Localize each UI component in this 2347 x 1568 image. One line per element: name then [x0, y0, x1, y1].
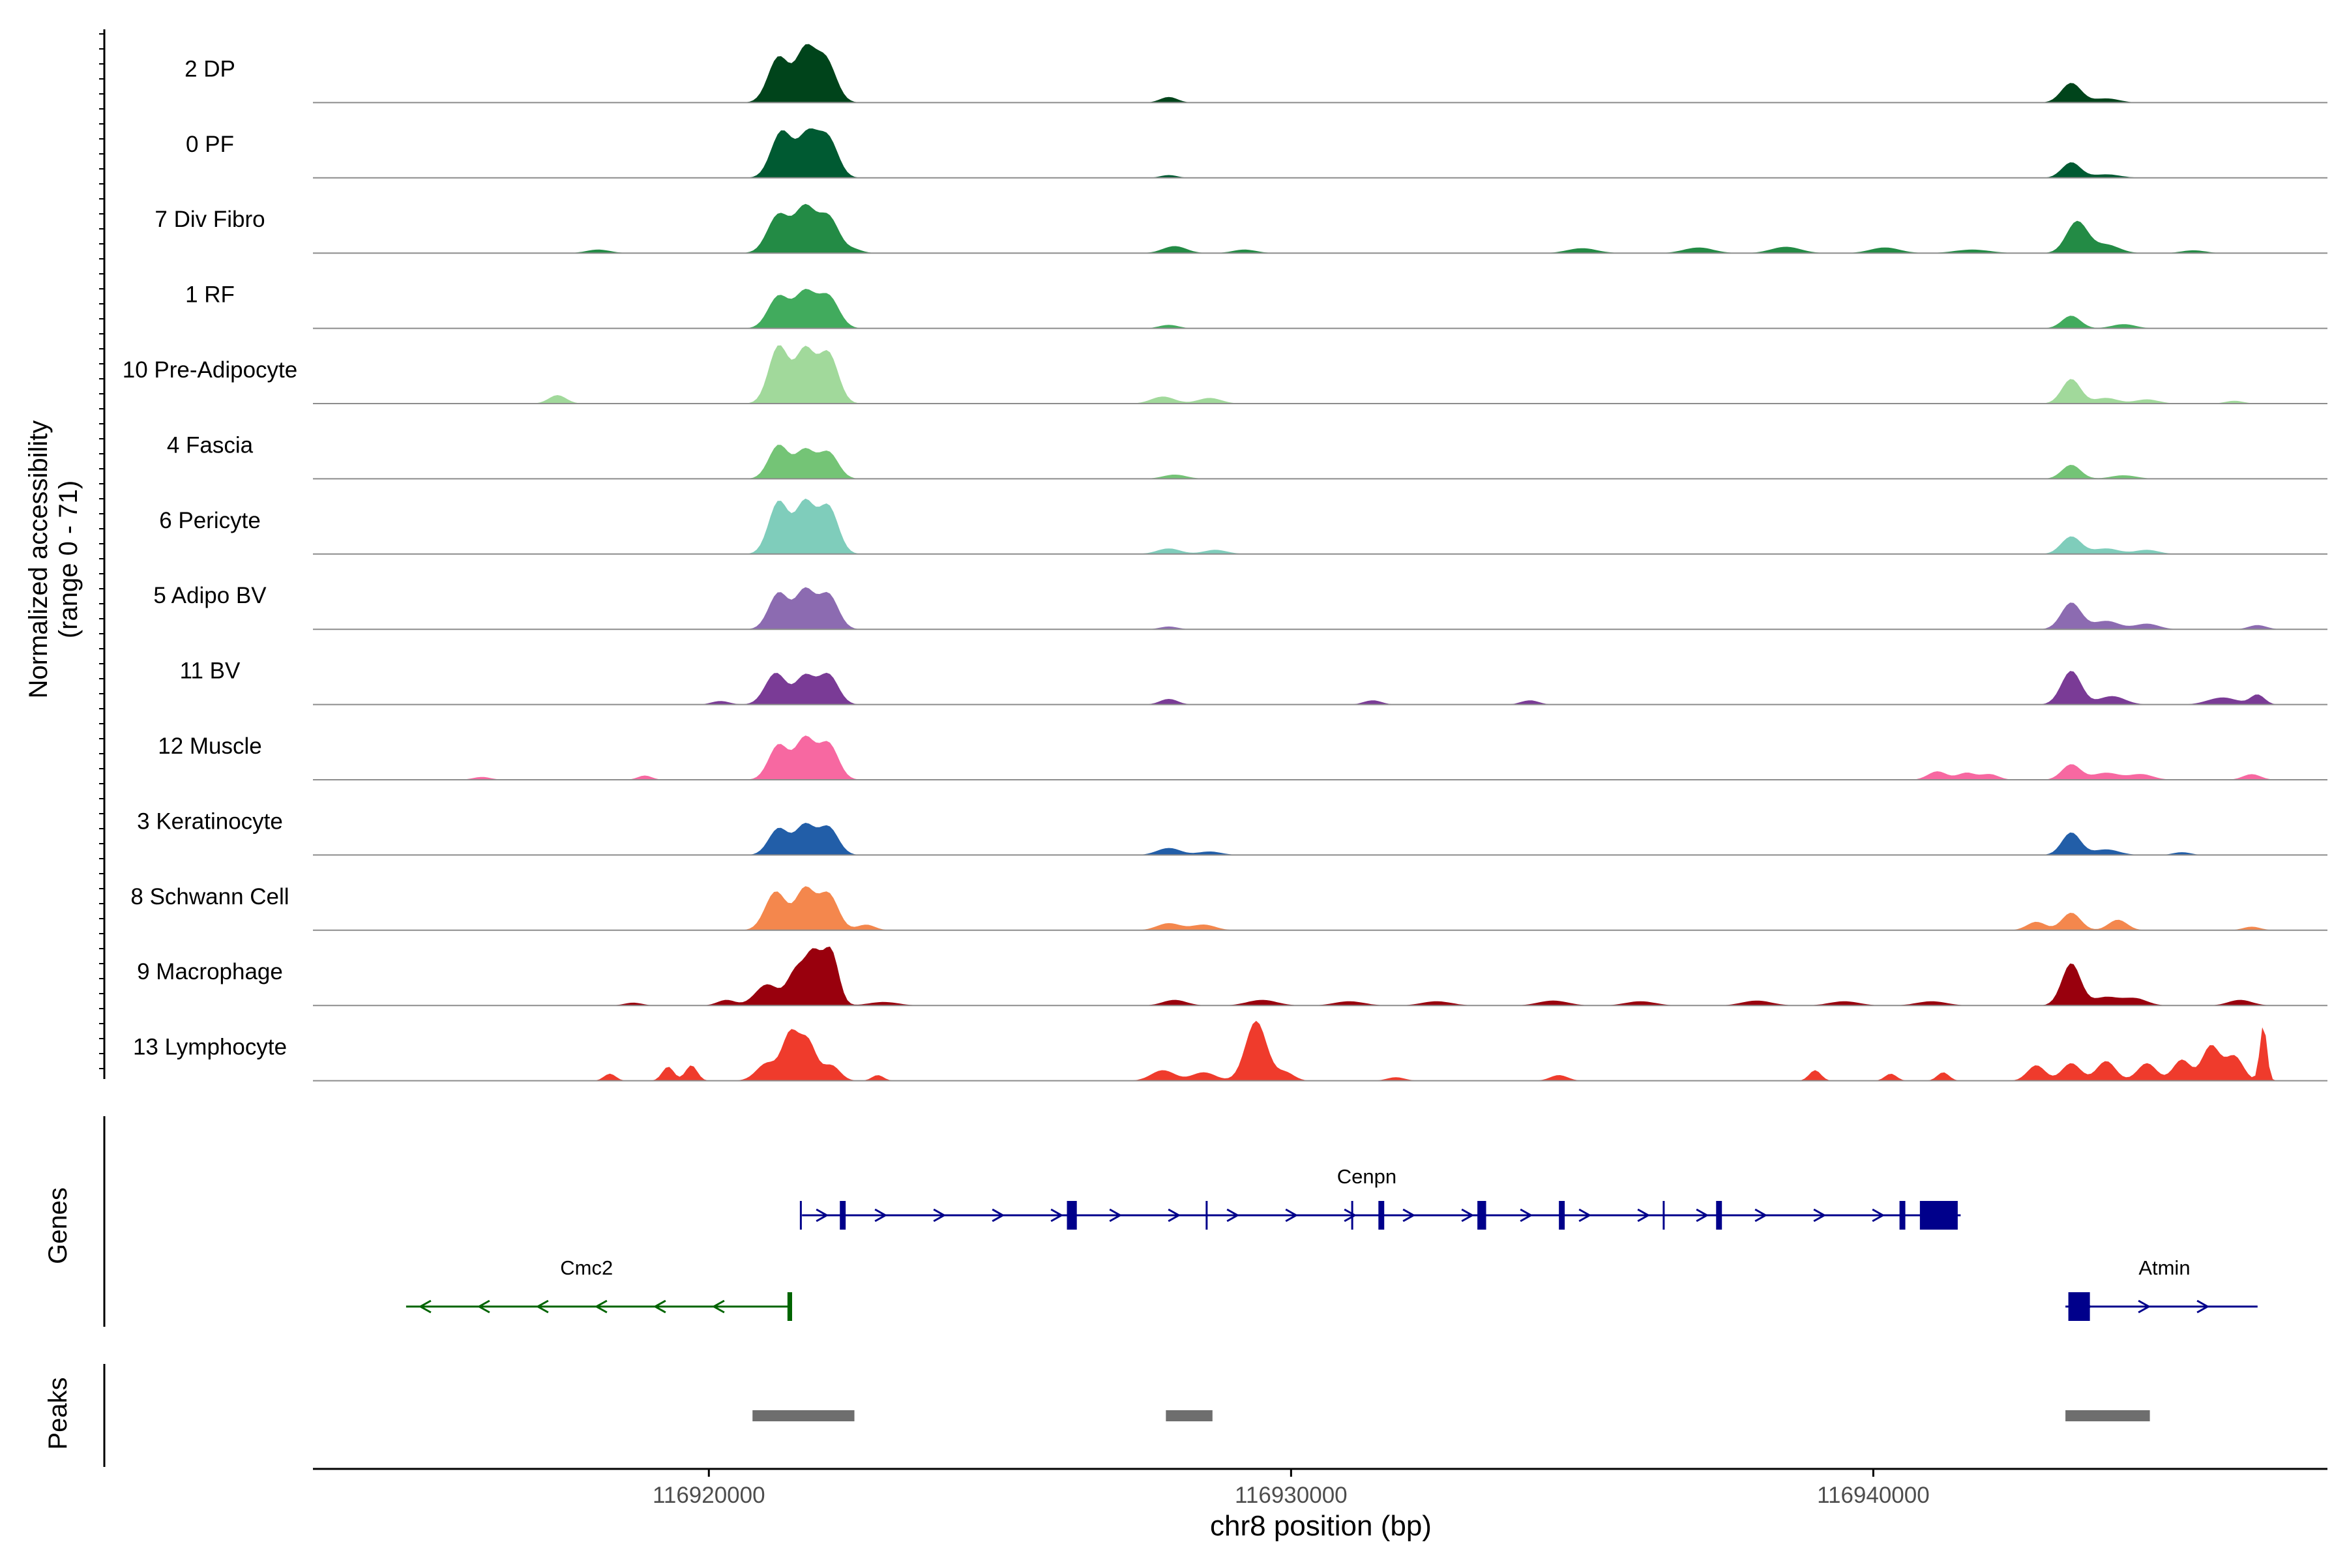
- strand-arrow: [1402, 1208, 1416, 1222]
- strand-arrow: [418, 1299, 432, 1314]
- track-label: 1 RF: [185, 282, 235, 308]
- strand-arrow: [1696, 1208, 1709, 1222]
- strand-arrow: [816, 1208, 829, 1222]
- coverage-area: [313, 886, 2327, 930]
- coverage-area: [313, 445, 2327, 479]
- y-axis-title-line2: (range 0 - 71): [54, 481, 83, 638]
- exon: [1378, 1201, 1385, 1230]
- exon: [787, 1292, 792, 1321]
- strand-arrow: [1050, 1208, 1064, 1222]
- strand-arrow: [933, 1208, 947, 1222]
- strand-arrow: [1461, 1208, 1475, 1222]
- coverage-area: [313, 823, 2327, 855]
- exon: [1559, 1201, 1565, 1230]
- x-tick-label: 116920000: [653, 1483, 765, 1508]
- peaks-panel-title: Peaks: [44, 1377, 72, 1449]
- strand-arrow: [2196, 1299, 2210, 1314]
- track-label: 8 Schwann Cell: [130, 884, 289, 910]
- x-axis: 116920000 116930000 116940000: [313, 1468, 2327, 1508]
- gene-label: Cenpn: [1337, 1165, 1396, 1188]
- exon: [1919, 1201, 1958, 1230]
- coverage-area: [313, 1020, 2327, 1081]
- coverage-area: [313, 946, 2327, 1006]
- exon: [1477, 1201, 1486, 1230]
- strand-arrow: [1813, 1208, 1827, 1222]
- track-label: 7 Div Fibro: [155, 207, 265, 232]
- track-label: 12 Muscle: [158, 733, 262, 759]
- track-label: 3 Keratinocyte: [137, 808, 283, 834]
- exon: [1899, 1201, 1906, 1230]
- peak-region: [2065, 1410, 2150, 1421]
- genes-panel-title: Genes: [44, 1187, 72, 1264]
- coverage-area: [313, 203, 2327, 254]
- coverage-area: [313, 498, 2327, 554]
- exon: [840, 1201, 846, 1230]
- track-label: 2 DP: [185, 56, 235, 81]
- peak-region: [752, 1410, 855, 1421]
- coverage-area: [313, 587, 2327, 630]
- track-label: 6 Pericyte: [159, 508, 261, 533]
- strand-arrow: [477, 1299, 490, 1314]
- coverage-area: [313, 128, 2327, 178]
- strand-arrow: [2138, 1299, 2151, 1314]
- strand-arrow: [1109, 1208, 1123, 1222]
- gene-label: Atmin: [2138, 1256, 2190, 1279]
- track-label: 10 Pre-Adipocyte: [123, 357, 297, 383]
- gene-label: Cmc2: [560, 1256, 613, 1279]
- strand-arrow: [594, 1299, 608, 1314]
- peak-region: [1166, 1410, 1213, 1421]
- strand-arrow: [1872, 1208, 1885, 1222]
- x-axis-title: chr8 position (bp): [1210, 1510, 1432, 1542]
- coverage-area: [313, 671, 2327, 705]
- coverage-area: [313, 345, 2327, 404]
- x-tick-label: 116940000: [1817, 1483, 1930, 1508]
- strand-arrow: [653, 1299, 666, 1314]
- strand-arrow: [1226, 1208, 1240, 1222]
- x-tick-label: 116930000: [1235, 1483, 1348, 1508]
- strand-arrow: [1637, 1208, 1651, 1222]
- strand-arrow: [1578, 1208, 1592, 1222]
- strand-arrow: [1168, 1208, 1181, 1222]
- track-label: 13 Lymphocyte: [133, 1035, 287, 1060]
- strand-arrow: [992, 1208, 1005, 1222]
- coverage-area: [313, 289, 2327, 329]
- strand-arrow: [1344, 1208, 1357, 1222]
- track-label: 9 Macrophage: [137, 959, 283, 984]
- exon: [1716, 1201, 1722, 1230]
- strand-arrow: [1754, 1208, 1768, 1222]
- strand-arrow: [1520, 1208, 1533, 1222]
- y-axis-title-line1: Normalized accessibility: [24, 421, 53, 699]
- track-label: 0 PF: [186, 132, 234, 157]
- coverage-panel: 2 DP 0 PF 7 Div Fibro 1 RF 10 Pre-Adipocyte 4…: [99, 29, 2327, 1082]
- track-label: 11 BV: [180, 658, 241, 684]
- coverage-area: [313, 735, 2327, 780]
- strand-arrow: [1285, 1208, 1299, 1222]
- peaks-panel: [103, 1364, 2150, 1467]
- exon: [2068, 1292, 2090, 1321]
- genes-panel: Cenpn Cmc2 Atmin: [103, 1116, 2258, 1327]
- strand-arrow: [874, 1208, 888, 1222]
- track-label: 4 Fascia: [167, 432, 254, 458]
- strand-arrow: [535, 1299, 549, 1314]
- exon: [1067, 1201, 1077, 1230]
- strand-arrow: [711, 1299, 725, 1314]
- track-label: 5 Adipo BV: [153, 583, 267, 608]
- coverage-area: [313, 44, 2327, 103]
